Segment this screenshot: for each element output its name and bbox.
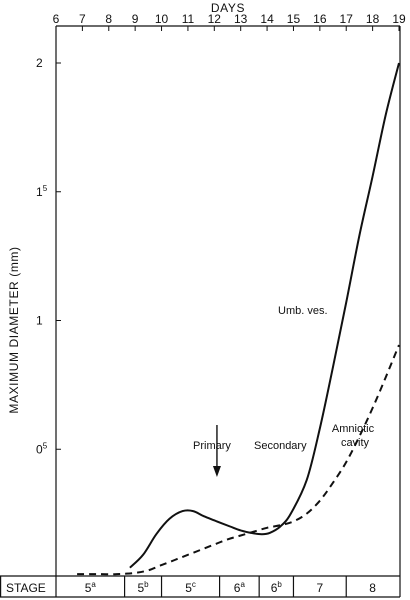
x-tick-label-16: 16 bbox=[313, 12, 327, 26]
x-tick-label-14: 14 bbox=[260, 12, 274, 26]
x-tick-label-11: 11 bbox=[182, 12, 195, 26]
arrow-head bbox=[212, 466, 221, 477]
series-line-umb-ves bbox=[129, 62, 400, 569]
x-axis-title: DAYS bbox=[211, 1, 245, 15]
stage-cell-4: 6b bbox=[271, 580, 283, 595]
series-line-amniotic-cavity bbox=[77, 344, 400, 576]
amniotic-cavity-label-line1: Amniotic bbox=[332, 423, 375, 435]
annotations: Umb. ves. Amniotic cavity Primary Second… bbox=[193, 305, 375, 477]
stage-row-label: STAGE bbox=[6, 581, 46, 595]
x-tick-label-10: 10 bbox=[155, 12, 169, 26]
x-tick-label-13: 13 bbox=[234, 12, 248, 26]
arrow-icon bbox=[212, 425, 221, 477]
y-tick-label-3: 2 bbox=[36, 56, 43, 70]
stage-cell-3: 6a bbox=[234, 580, 246, 595]
umb-ves-label: Umb. ves. bbox=[278, 305, 328, 317]
y-tick-label-0: 05 bbox=[36, 441, 48, 456]
x-tick-label-17: 17 bbox=[340, 12, 354, 26]
stage-cell-6: 8 bbox=[369, 581, 376, 595]
x-axis-ticks: 6 7 8 9 10 11 12 13 14 15 16 17 18 19 bbox=[53, 12, 406, 31]
x-tick-label-18: 18 bbox=[366, 12, 380, 26]
x-tick-label-15: 15 bbox=[287, 12, 301, 26]
x-tick-label-6: 6 bbox=[53, 12, 60, 26]
stage-cell-1: 5b bbox=[137, 580, 149, 595]
y-axis-title: MAXIMUM DIAMETER (mm) bbox=[7, 246, 21, 413]
stage-row: STAGE 5a 5b 5c 6a 6b 7 8 bbox=[0, 575, 400, 598]
x-tick-label-12: 12 bbox=[208, 12, 222, 26]
x-tick-label-19: 19 bbox=[392, 12, 406, 26]
x-tick-label-7: 7 bbox=[79, 12, 86, 26]
stage-cell-5: 7 bbox=[317, 581, 324, 595]
x-tick-label-8: 8 bbox=[105, 12, 112, 26]
y-tick-label-2: 15 bbox=[36, 184, 48, 199]
stage-cell-0: 5a bbox=[85, 580, 97, 595]
series-group bbox=[77, 62, 400, 576]
secondary-label: Secondary bbox=[254, 440, 307, 452]
plot-frame bbox=[55, 25, 401, 597]
y-tick-label-1: 1 bbox=[36, 314, 43, 328]
x-tick-label-9: 9 bbox=[132, 12, 139, 26]
y-axis-ticks: 05 1 15 2 bbox=[36, 56, 61, 456]
primary-label: Primary bbox=[193, 440, 231, 452]
stage-cell-2: 5c bbox=[185, 580, 196, 595]
amniotic-cavity-label-line2: cavity bbox=[341, 437, 370, 449]
